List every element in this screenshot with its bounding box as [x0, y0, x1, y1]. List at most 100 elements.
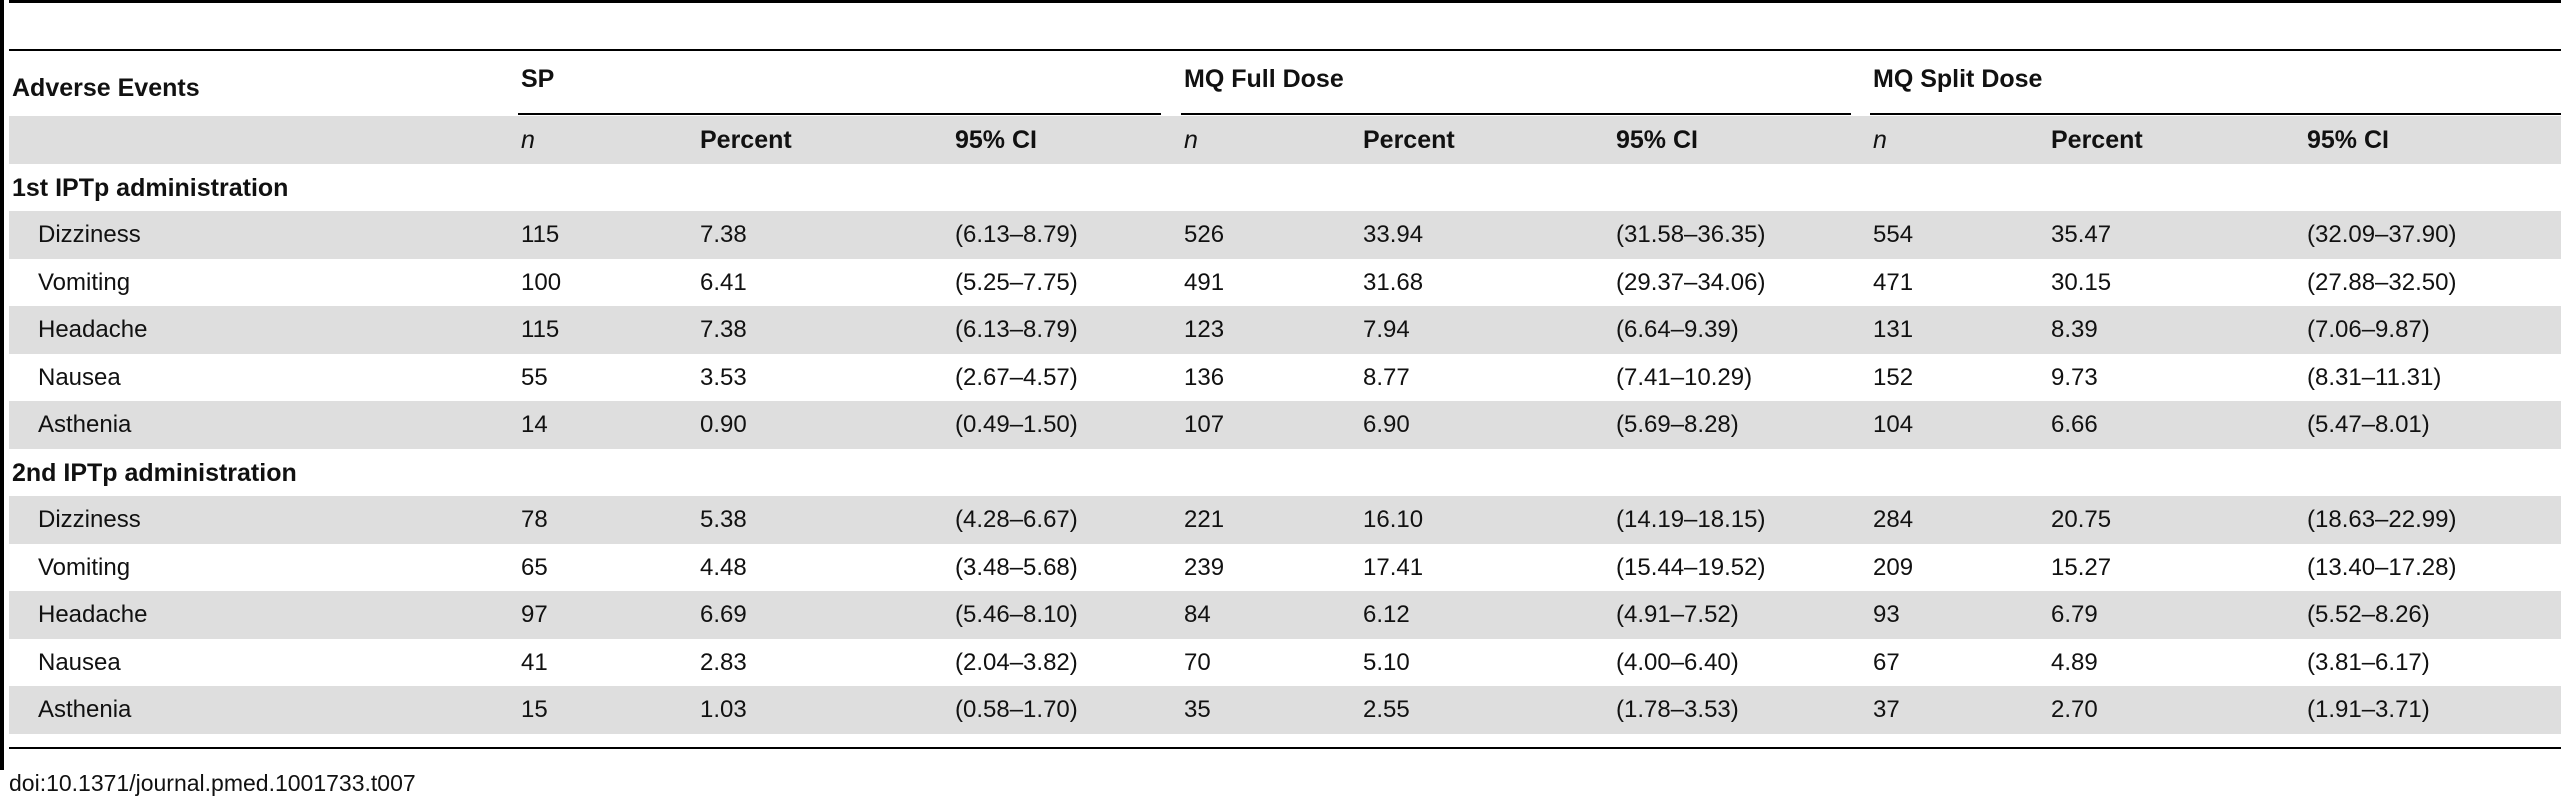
table-cell: 65 [521, 553, 548, 581]
table-cell: 30.15 [2051, 268, 2112, 296]
table-cell: 5.38 [700, 506, 747, 533]
table-cell: 84 [1184, 601, 1211, 628]
table-cell: (5.25–7.75) [955, 268, 1078, 296]
table-row [9, 686, 2561, 734]
table-cell: 93 [1873, 601, 1900, 628]
left-border [0, 0, 4, 770]
table-cell: 115 [521, 221, 560, 248]
row-label: Dizziness [38, 221, 141, 248]
table-cell: (2.67–4.57) [955, 363, 1078, 391]
header-top-rule [9, 49, 2561, 51]
table-cell: (1.78–3.53) [1616, 696, 1739, 723]
subheader-cell: Percent [2051, 126, 2143, 154]
table-cell: 491 [1184, 268, 1225, 296]
table-cell: (6.64–9.39) [1616, 316, 1739, 343]
subheader-cell: n [521, 126, 535, 154]
table-cell: 104 [1873, 411, 1914, 438]
table-cell: (31.58–36.35) [1616, 221, 1766, 248]
table-cell: 526 [1184, 221, 1225, 248]
table-cell: 6.90 [1363, 411, 1410, 438]
group-title-mq-full: MQ Full Dose [1184, 65, 1344, 93]
table-cell: (2.04–3.82) [955, 648, 1078, 676]
table-cell: 6.69 [700, 601, 747, 628]
table-cell: 5.10 [1363, 648, 1410, 676]
table-cell: (5.69–8.28) [1616, 411, 1739, 438]
table-cell: 239 [1184, 553, 1225, 581]
row-header-label: Adverse Events [12, 74, 200, 102]
table-row [9, 591, 2561, 639]
table-cell: 2.55 [1363, 696, 1410, 723]
subheader-cell: n [1184, 126, 1198, 154]
row-label: Headache [38, 601, 148, 628]
subheader-cell: 95% CI [955, 126, 1037, 154]
table-cell: (27.88–32.50) [2307, 268, 2457, 296]
table-cell: 70 [1184, 648, 1211, 676]
table-cell: (1.91–3.71) [2307, 696, 2430, 723]
group-title-mq-split: MQ Split Dose [1873, 65, 2043, 93]
table-cell: 2.70 [2051, 696, 2098, 723]
table-cell: 31.68 [1363, 268, 1424, 296]
section-title: 1st IPTp administration [12, 173, 289, 202]
table-cell: 0.90 [700, 411, 747, 438]
section-title: 2nd IPTp administration [12, 458, 297, 487]
table-cell: 7.94 [1363, 316, 1410, 343]
table-cell: 41 [521, 648, 548, 676]
table-cell: 209 [1873, 553, 1914, 581]
table-row [9, 306, 2561, 354]
table-cell: 471 [1873, 268, 1914, 296]
row-label: Asthenia [38, 411, 132, 438]
subheader-cell: 95% CI [1616, 126, 1698, 154]
table-row [9, 496, 2561, 544]
table-cell: (4.91–7.52) [1616, 601, 1739, 628]
table-cell: 55 [521, 363, 548, 391]
table-cell: 8.39 [2051, 316, 2098, 343]
table-cell: 2.83 [700, 648, 747, 676]
table-cell: 16.10 [1363, 506, 1424, 533]
doi-footer: doi:10.1371/journal.pmed.1001733.t007 [9, 770, 416, 796]
table-cell: (5.47–8.01) [2307, 411, 2430, 438]
table-cell: (7.06–9.87) [2307, 316, 2430, 343]
table-cell: 20.75 [2051, 506, 2112, 533]
row-label: Vomiting [38, 268, 131, 296]
table-cell: 3.53 [700, 363, 747, 391]
table-cell: 6.79 [2051, 601, 2098, 628]
table-cell: 100 [521, 268, 562, 296]
top-rule [9, 0, 2561, 3]
table-cell: 284 [1873, 506, 1914, 533]
table-cell: 4.48 [700, 553, 747, 581]
table-cell: 115 [521, 316, 560, 343]
row-label: Asthenia [38, 696, 132, 723]
table-cell: (15.44–19.52) [1616, 553, 1766, 581]
group-underline-mq-full [1181, 113, 1851, 115]
row-label: Nausea [38, 648, 121, 676]
table-cell: 4.89 [2051, 648, 2098, 676]
table-cell: 97 [521, 601, 548, 628]
table-cell: (4.28–6.67) [955, 506, 1078, 533]
group-title-sp: SP [521, 65, 555, 93]
table-cell: (5.46–8.10) [955, 601, 1078, 628]
table-cell: 35 [1184, 696, 1211, 723]
table-cell: 131 [1873, 316, 1914, 343]
table-cell: 35.47 [2051, 221, 2112, 248]
table-cell: 78 [521, 506, 548, 533]
table-cell: 14 [521, 411, 548, 438]
table-cell: 67 [1873, 648, 1900, 676]
table-cell: 221 [1184, 506, 1225, 533]
table-cell: (32.09–37.90) [2307, 221, 2457, 248]
subheader-cell: Percent [700, 126, 792, 154]
table-row [9, 544, 2561, 592]
group-underline-sp [518, 113, 1161, 115]
table-cell: 6.12 [1363, 601, 1410, 628]
table-cell: (18.63–22.99) [2307, 506, 2457, 533]
table-cell: (0.49–1.50) [955, 411, 1078, 438]
table-cell: 7.38 [700, 316, 747, 343]
bottom-rule [9, 747, 2561, 749]
row-label: Vomiting [38, 553, 131, 581]
table-cell: (3.81–6.17) [2307, 648, 2430, 676]
subheader-row [9, 116, 2561, 164]
row-label: Dizziness [38, 506, 141, 533]
table-cell: (13.40–17.28) [2307, 553, 2457, 581]
table-cell: 6.66 [2051, 411, 2098, 438]
table-cell: (4.00–6.40) [1616, 648, 1739, 676]
